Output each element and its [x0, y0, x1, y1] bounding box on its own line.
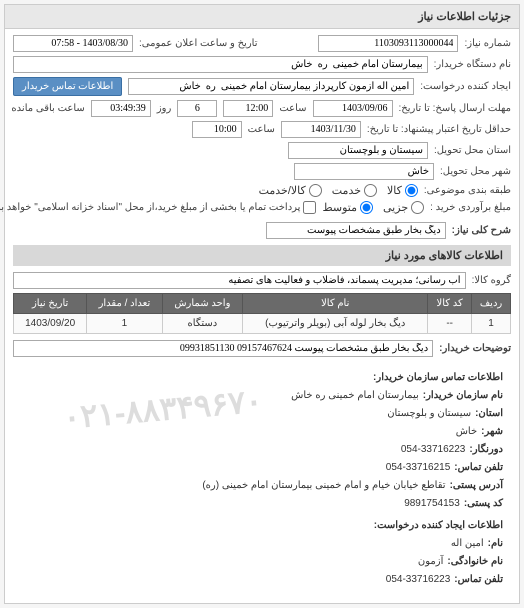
c-rphone-value: 054-33716223	[386, 571, 451, 589]
c-address-value: تقاطع خیابان خیام و امام خمینی بیمارستان…	[202, 477, 445, 495]
cat-both-option[interactable]: کالا/خدمت	[259, 184, 322, 197]
table-cell: 1403/09/20	[14, 314, 87, 334]
announce-field	[13, 35, 133, 52]
amount-note-check[interactable]: پرداخت تمام یا بخشی از مبلغ خرید،از محل …	[0, 201, 316, 214]
c-fax-value: 054-33716215	[386, 459, 451, 477]
goods-section-title: اطلاعات کالاهای مورد نیاز	[13, 245, 511, 266]
category-label: طبقه بندی موضوعی:	[424, 185, 511, 196]
note-label: توضیحات خریدار:	[439, 343, 511, 354]
validity-time-field[interactable]	[192, 121, 242, 138]
cat-goods-radio[interactable]	[405, 184, 418, 197]
cat-goods-option[interactable]: کالا	[387, 184, 418, 197]
c-name-label: نام:	[488, 535, 503, 553]
requester-label: ایجاد کننده درخواست:	[420, 81, 511, 92]
note-field	[13, 340, 433, 357]
c-postal-value: 9891754153	[404, 495, 460, 513]
amount-radio-group: جزیی متوسط	[322, 201, 424, 214]
amt-medium-option[interactable]: متوسط	[322, 201, 373, 214]
c-province-label: استان:	[475, 405, 503, 423]
cat-service-option[interactable]: خدمت	[332, 184, 377, 197]
remain-label: ساعت باقی مانده	[11, 103, 84, 114]
table-cell: 1	[472, 314, 511, 334]
city-field	[294, 163, 434, 180]
day-label: روز	[157, 103, 172, 114]
number-label: شماره نیاز:	[464, 38, 511, 49]
group-field	[13, 272, 466, 289]
requester-field	[128, 78, 414, 95]
c-city-value: خاش	[456, 423, 477, 441]
number-field	[318, 35, 458, 52]
group-label: گروه کالا:	[472, 275, 511, 286]
summary-field	[266, 222, 446, 239]
amount-note-checkbox[interactable]	[303, 201, 316, 214]
summary-label: شرح کلی نیاز:	[452, 225, 511, 236]
city-label: شهر محل تحویل:	[440, 166, 511, 177]
deadline-label: مهلت ارسال پاسخ: تا تاریخ:	[399, 103, 511, 114]
contact-button[interactable]: اطلاعات تماس خریدار	[13, 77, 122, 96]
remain-time-field	[91, 100, 151, 117]
deadline-date-field[interactable]	[313, 100, 393, 117]
table-cell: --	[428, 314, 472, 334]
c-name-value: امین اله	[451, 535, 484, 553]
table-header: ردیف	[472, 294, 511, 314]
c-phone-value: 054-33716223	[401, 441, 466, 459]
goods-table: ردیفکد کالانام کالاواحد شمارشتعداد / مقد…	[13, 293, 511, 334]
contact-header: اطلاعات تماس سازمان خریدار:	[21, 369, 503, 387]
c-rphone-label: تلفن تماس:	[454, 571, 503, 589]
validity-date-field[interactable]	[281, 121, 361, 138]
table-header: نام کالا	[243, 294, 428, 314]
table-row: 1--دیگ بخار لوله آبی (بویلر واترتیوب)دست…	[14, 314, 511, 334]
amount-label: مبلغ برآوردی خرید :	[430, 202, 511, 213]
c-family-label: نام خانوادگی:	[447, 553, 503, 571]
c-family-value: آزمون	[418, 553, 443, 571]
deadline-time-field[interactable]	[223, 100, 273, 117]
table-cell: 1	[87, 314, 162, 334]
table-header: کد کالا	[428, 294, 472, 314]
amt-medium-radio[interactable]	[360, 201, 373, 214]
amt-partial-radio[interactable]	[411, 201, 424, 214]
cat-both-radio[interactable]	[309, 184, 322, 197]
amt-partial-option[interactable]: جزیی	[383, 201, 424, 214]
table-header: واحد شمارش	[162, 294, 243, 314]
c-phone-label: دورنگار:	[469, 441, 503, 459]
requester-header: اطلاعات ایجاد کننده درخواست:	[21, 517, 503, 535]
table-cell: دستگاه	[162, 314, 243, 334]
remain-days-field	[177, 100, 217, 117]
table-header: تاریخ نیاز	[14, 294, 87, 314]
c-fax-label: تلفن تماس:	[454, 459, 503, 477]
cat-service-radio[interactable]	[364, 184, 377, 197]
category-radio-group: کالا خدمت کالا/خدمت	[259, 184, 418, 197]
time-label-2: ساعت	[248, 124, 275, 135]
c-org-label: نام سازمان خریدار:	[423, 387, 503, 405]
c-city-label: شهر:	[481, 423, 503, 441]
c-province-value: سیستان و بلوچستان	[387, 405, 471, 423]
table-cell: دیگ بخار لوله آبی (بویلر واترتیوب)	[243, 314, 428, 334]
buyer-org-label: نام دستگاه خریدار:	[434, 59, 511, 70]
time-label-1: ساعت	[279, 103, 306, 114]
c-address-label: آدرس پستی:	[450, 477, 503, 495]
c-postal-label: کد پستی:	[464, 495, 503, 513]
buyer-org-field	[13, 56, 428, 73]
validity-label: حداقل تاریخ اعتبار پیشنهاد: تا تاریخ:	[367, 124, 511, 135]
province-field	[288, 142, 428, 159]
details-panel: جزئیات اطلاعات نیاز شماره نیاز: تاریخ و …	[4, 4, 520, 604]
panel-title: جزئیات اطلاعات نیاز	[5, 5, 519, 29]
table-header: تعداد / مقدار	[87, 294, 162, 314]
province-label: استان محل تحویل:	[434, 145, 511, 156]
c-org-value: بیمارستان امام خمینی ره خاش	[291, 387, 419, 405]
contact-box: ۰۲۱-۸۸۳۴۹۶۷۰ اطلاعات تماس سازمان خریدار:…	[13, 361, 511, 597]
announce-label: تاریخ و ساعت اعلان عمومی:	[139, 38, 258, 49]
